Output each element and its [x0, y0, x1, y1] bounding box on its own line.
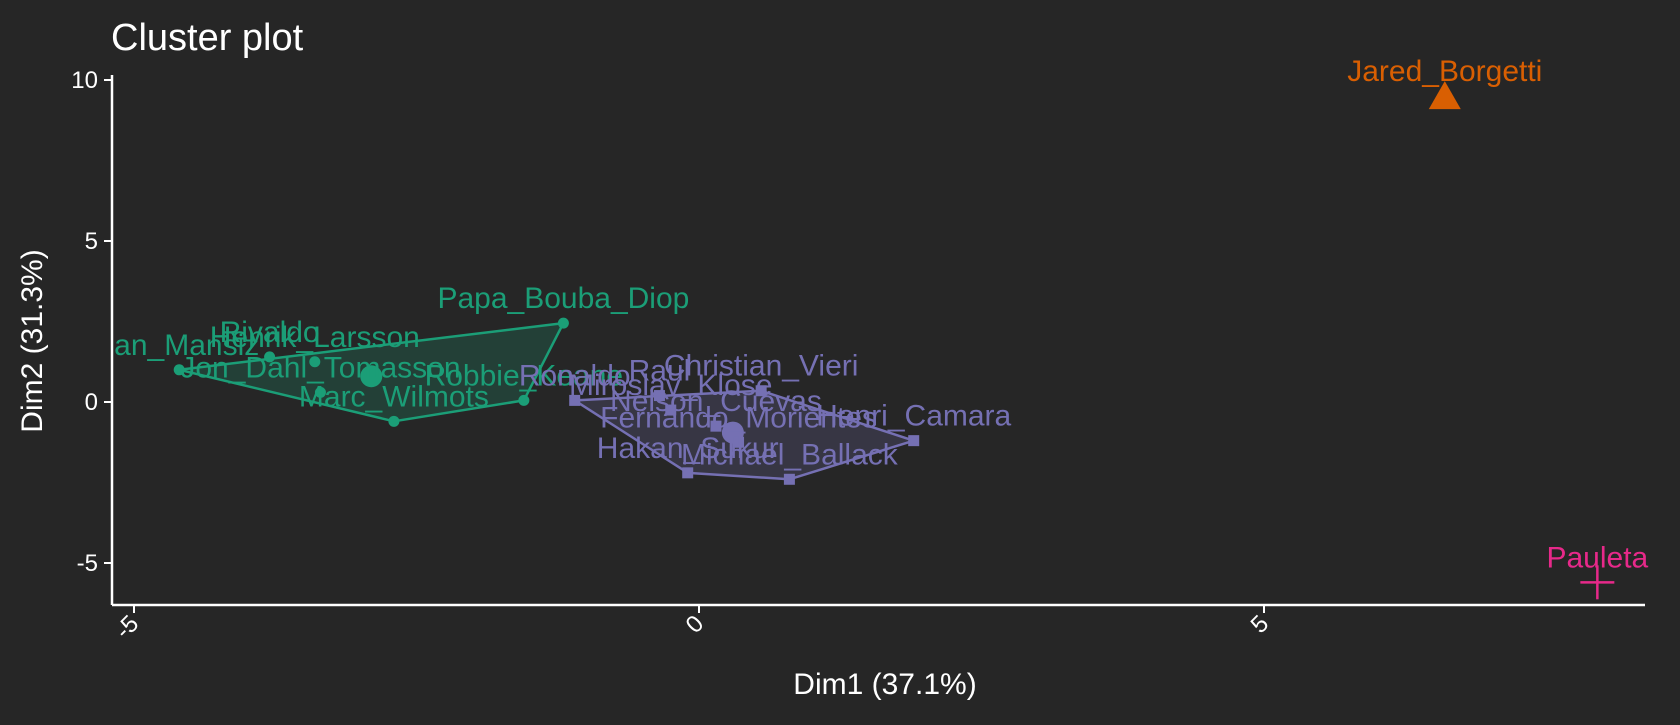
data-label: Jon_Dahl_Tomasson: [180, 351, 460, 384]
x-axis-title: Dim1 (37.1%): [793, 668, 976, 701]
data-label: Pauleta: [1546, 541, 1648, 574]
cluster-points: [173, 81, 1615, 600]
data-label: Raul: [629, 355, 691, 388]
data-point: [557, 317, 569, 329]
data-label: Papa_Bouba_Diop: [437, 282, 689, 315]
cluster-1-centroid: [360, 365, 383, 388]
data-label: Jan_Mansiz: [99, 329, 259, 362]
data-point: [388, 415, 400, 427]
data-point: [518, 394, 530, 406]
data-label: Miroslav_Klose: [569, 369, 772, 402]
x-tick-label: -5: [110, 610, 144, 644]
axes: -5 0 5 10 -5 0 5: [71, 67, 1645, 644]
data-point: [783, 473, 795, 485]
data-point: [1428, 81, 1461, 110]
data-label: Fernando_Morientes: [600, 401, 877, 434]
data-point: [264, 351, 276, 363]
data-point: [682, 467, 694, 479]
data-label: Christian_Vieri: [664, 350, 859, 383]
data-label: Robbie_Keane: [425, 359, 624, 392]
chart-title: Cluster plot: [111, 17, 304, 59]
data-label: Ronaldo: [519, 359, 631, 392]
x-tick-label: 0: [681, 610, 710, 639]
data-point: [309, 356, 321, 368]
y-tick-label: 0: [85, 389, 98, 416]
data-point: [665, 404, 677, 416]
data-label: Michael_Ballack: [681, 438, 899, 471]
data-label: Henri_Camara: [816, 400, 1011, 433]
data-label: Rivaldo: [220, 316, 320, 349]
data-point: [733, 436, 745, 448]
data-point: [173, 364, 185, 376]
data-label: Jared_Borgetti: [1347, 55, 1542, 88]
x-tick-label: 5: [1246, 610, 1275, 639]
data-point: [1580, 565, 1615, 600]
data-point: [569, 394, 581, 406]
data-label: Nelson_Cuevas: [610, 385, 822, 418]
y-tick-label: 10: [71, 67, 98, 94]
data-label: Henrik_Larsson: [210, 321, 420, 354]
y-tick-label: 5: [85, 228, 98, 255]
data-label: Marc_Wilmots: [299, 380, 489, 413]
data-point: [755, 385, 767, 397]
y-tick-label: -5: [77, 550, 98, 577]
data-point: [908, 435, 920, 447]
data-point: [314, 386, 326, 398]
point-labels: Papa_Bouba_Diop RivaldoJan_MansizHenrik_L…: [99, 55, 1649, 574]
data-point: [653, 390, 665, 402]
cluster-2-hull: [573, 389, 915, 481]
data-point: [710, 420, 722, 432]
data-label: Hakan_Sukur: [597, 432, 779, 465]
y-axis-title: Dim2 (31.3%): [16, 249, 49, 432]
